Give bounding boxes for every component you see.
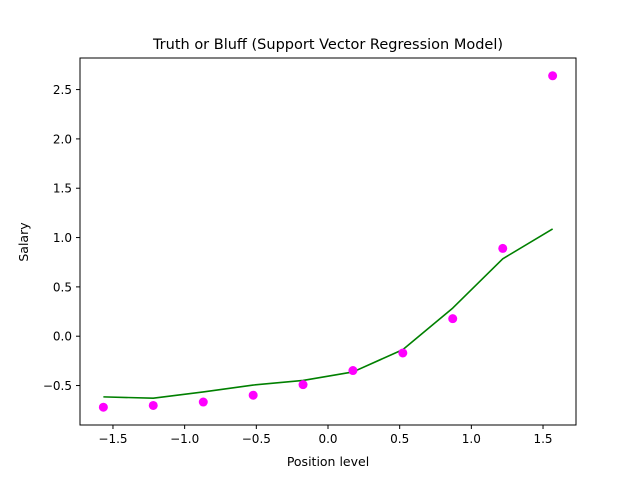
x-tick-label: −1.0 [170,432,199,446]
data-point [348,366,358,376]
y-tick-label: −0.5 [43,379,72,393]
plot-frame [79,57,577,426]
y-tick-label: 0.0 [53,330,72,344]
y-tick-label: 1.5 [53,182,72,196]
y-tick-label: 2.5 [53,83,72,97]
data-point [148,400,158,410]
y-axis-label: Salary [16,222,31,262]
x-axis-ticks: −1.5 −1.0 −0.5 0.0 0.5 1.0 1.5 [98,425,553,446]
data-point [448,314,458,324]
y-tick-label: 0.5 [53,280,72,294]
data-point [398,348,408,358]
chart-title: Truth or Bluff (Support Vector Regressio… [152,37,503,53]
fit-line-layer [103,228,554,399]
data-points-layer [98,71,558,412]
plot-area [80,58,576,425]
x-tick-label: 1.0 [462,432,481,446]
data-point [498,243,508,253]
regression-line [103,228,554,399]
x-tick-label: −0.5 [242,432,271,446]
y-tick-label: 2.0 [53,132,72,146]
y-tick-label: 1.0 [53,231,72,245]
x-tick-label: −1.5 [98,432,127,446]
x-tick-label: 1.5 [533,432,552,446]
y-axis-ticks: −0.5 0.0 0.5 1.0 1.5 2.0 2.5 [43,83,80,393]
data-point [548,71,558,81]
data-point [98,402,108,412]
x-axis-label: Position level [287,454,369,469]
data-point [198,397,208,407]
data-point [248,390,258,400]
x-tick-label: 0.0 [318,432,337,446]
x-tick-label: 0.5 [390,432,409,446]
data-point [298,380,308,390]
